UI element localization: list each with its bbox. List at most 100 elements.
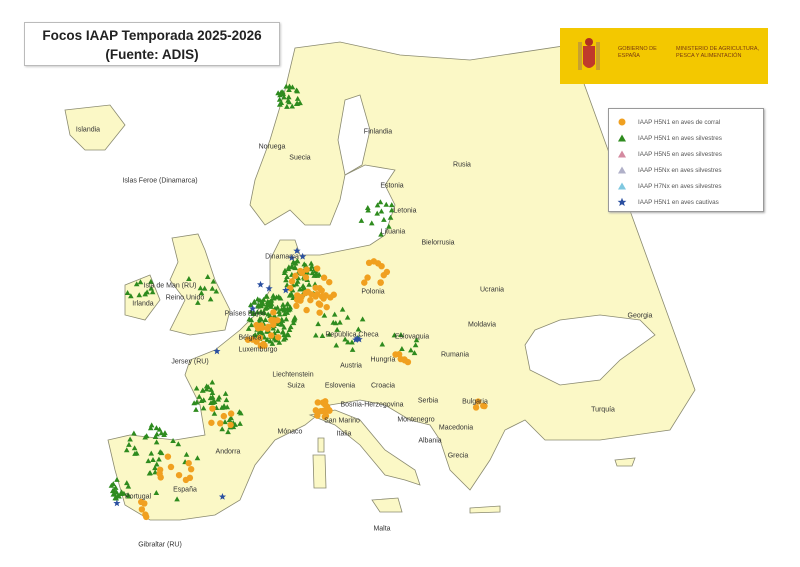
wild-bird-outbreak-marker xyxy=(279,317,286,323)
poultry-outbreak-marker xyxy=(208,419,215,426)
wild-bird-outbreak-marker xyxy=(326,331,333,337)
poultry-outbreak-marker xyxy=(270,309,277,316)
poultry-outbreak-marker xyxy=(265,323,272,331)
wild-bird-outbreak-marker xyxy=(378,231,384,237)
captive-bird-outbreak-marker xyxy=(249,304,257,312)
label-liechtenstein: Liechtenstein xyxy=(272,371,314,379)
label-hungria: Hungría xyxy=(370,356,396,364)
poultry-outbreak-marker xyxy=(364,274,371,281)
wild-bird-outbreak-marker xyxy=(201,285,208,291)
wild-bird-outbreak-marker xyxy=(319,332,326,338)
poultry-outbreak-marker xyxy=(220,412,228,420)
label-chequia: República Checa xyxy=(325,331,379,339)
wild-bird-outbreak-marker xyxy=(256,329,263,335)
wild-bird-outbreak-marker xyxy=(339,306,346,312)
wild-bird-outbreak-marker xyxy=(183,451,190,457)
wild-bird-outbreak-marker xyxy=(153,489,160,495)
poultry-outbreak-marker xyxy=(244,336,252,343)
wild-bird-outbreak-marker xyxy=(143,433,150,439)
wild-bird-outbreak-marker xyxy=(294,258,301,264)
poultry-outbreak-marker xyxy=(474,398,482,405)
wild-bird-outbreak-marker xyxy=(203,383,210,389)
wild-bird-outbreak-marker xyxy=(349,346,356,352)
wild-bird-outbreak-marker xyxy=(264,300,271,306)
sicily xyxy=(371,497,403,513)
label-serbia: Serbia xyxy=(417,397,439,405)
label-paisesbajos: Países Bajos xyxy=(224,310,266,318)
title-line-2: (Fuente: ADIS) xyxy=(105,47,199,62)
wild-bird-outbreak-marker xyxy=(286,327,293,333)
wild-bird-outbreak-marker xyxy=(222,419,228,425)
wild-bird-outbreak-marker xyxy=(154,431,160,437)
label-grecia: Grecia xyxy=(447,452,469,460)
wild-bird-outbreak-marker xyxy=(258,316,265,322)
poultry-outbreak-marker xyxy=(330,291,337,298)
wild-bird-outbreak-marker xyxy=(131,430,137,436)
wild-bird-outbreak-marker xyxy=(342,336,348,342)
grey-triangle-icon xyxy=(618,166,626,174)
wild-bird-outbreak-marker xyxy=(223,397,230,403)
wild-bird-outbreak-marker xyxy=(113,489,120,495)
wild-bird-outbreak-marker xyxy=(146,470,153,476)
label-austria: Austria xyxy=(340,362,362,370)
poultry-outbreak-marker xyxy=(297,297,304,304)
poultry-outbreak-marker xyxy=(268,316,275,324)
wild-bird-outbreak-marker xyxy=(191,400,197,406)
wild-bird-outbreak-marker xyxy=(289,103,296,109)
poultry-outbreak-marker xyxy=(185,459,192,467)
wild-bird-outbreak-marker xyxy=(387,214,394,220)
wild-bird-outbreak-marker xyxy=(225,429,231,435)
captive-bird-outbreak-marker xyxy=(299,252,307,260)
wild-bird-outbreak-marker xyxy=(257,297,263,303)
poultry-outbreak-marker xyxy=(321,408,328,415)
wild-bird-outbreak-marker xyxy=(198,290,205,296)
wild-bird-outbreak-marker xyxy=(156,456,162,462)
poultry-outbreak-marker xyxy=(227,410,235,417)
legend-item-h7nx-wild: IAAP H7Nx en aves silvestres xyxy=(617,178,759,194)
poultry-outbreak-marker xyxy=(274,334,282,341)
wild-bird-outbreak-marker xyxy=(285,266,292,272)
wild-bird-outbreak-marker xyxy=(116,493,122,499)
wild-bird-outbreak-marker xyxy=(294,88,301,94)
sardinia xyxy=(312,454,327,489)
legend-item-h5nx-wild: IAAP H5Nx en aves silvestres xyxy=(617,162,759,178)
label-monaco: Mónaco xyxy=(277,428,303,436)
wild-bird-outbreak-marker xyxy=(292,265,299,271)
wild-bird-outbreak-marker xyxy=(267,338,274,344)
poultry-outbreak-marker xyxy=(227,421,234,429)
wild-bird-outbreak-marker xyxy=(283,277,289,283)
wild-bird-outbreak-marker xyxy=(294,95,301,101)
poultry-outbreak-marker xyxy=(401,357,408,364)
green-triangle-icon xyxy=(618,134,626,142)
wild-bird-outbreak-marker xyxy=(315,321,321,327)
wild-bird-outbreak-marker xyxy=(280,91,286,97)
poultry-outbreak-marker xyxy=(316,309,323,316)
wild-bird-outbreak-marker xyxy=(254,309,261,315)
wild-bird-outbreak-marker xyxy=(148,422,155,428)
label-ucrania: Ucrania xyxy=(479,286,505,294)
poultry-outbreak-marker xyxy=(287,284,294,292)
label-rusia: Rusia xyxy=(453,161,471,169)
poultry-outbreak-marker xyxy=(316,301,324,308)
wild-bird-outbreak-marker xyxy=(208,386,214,392)
wild-bird-outbreak-marker xyxy=(281,324,287,330)
captive-bird-outbreak-marker xyxy=(352,336,360,343)
wild-bird-outbreak-marker xyxy=(283,316,290,322)
captive-bird-outbreak-marker xyxy=(113,499,121,507)
label-croacia: Croacia xyxy=(370,382,396,390)
wild-bird-outbreak-marker xyxy=(287,304,294,310)
poultry-outbreak-marker xyxy=(182,476,190,484)
wild-bird-outbreak-marker xyxy=(344,314,351,320)
captive-bird-outbreak-marker xyxy=(288,254,296,261)
wild-bird-outbreak-marker xyxy=(262,317,269,323)
wild-bird-outbreak-marker xyxy=(247,302,254,308)
wild-bird-outbreak-marker xyxy=(294,278,301,284)
cyan-triangle-icon xyxy=(618,182,626,190)
wild-bird-outbreak-marker xyxy=(365,207,371,213)
wild-bird-outbreak-marker xyxy=(230,424,237,430)
label-malta: Malta xyxy=(373,525,391,533)
wild-bird-outbreak-marker xyxy=(275,328,281,334)
wild-bird-outbreak-marker xyxy=(281,94,287,100)
great-britain xyxy=(169,233,231,336)
wild-bird-outbreak-marker xyxy=(210,278,217,284)
